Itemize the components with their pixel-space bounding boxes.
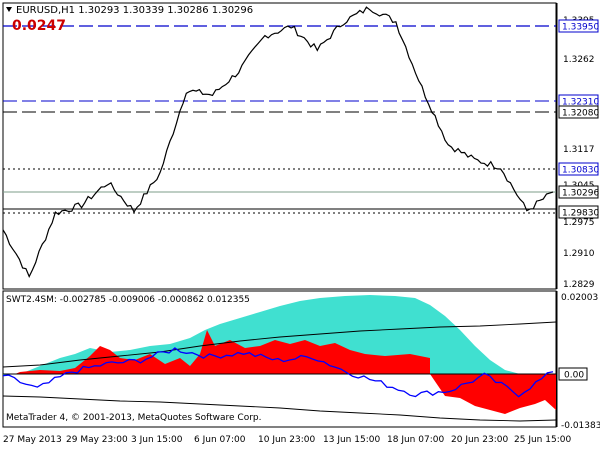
price-tick: 1.2829 bbox=[563, 280, 595, 290]
level-tag-text: 1.32080 bbox=[562, 109, 599, 119]
time-tick: 27 May 2013 bbox=[3, 435, 62, 445]
indicator-header: SWT2.4SM: -0.002785 -0.009006 -0.000862 … bbox=[6, 295, 250, 305]
level-tag-1-2983 bbox=[558, 205, 599, 219]
indicator-zero-tag bbox=[558, 367, 588, 381]
time-axis: 27 May 2013 29 May 23:00 3 Jun 15:00 6 J… bbox=[3, 435, 571, 445]
price-tick: 1.2975 bbox=[563, 218, 595, 228]
level-tag-1-3395 bbox=[558, 19, 599, 33]
symbol-header: EURUSD,H1 1.30293 1.30339 1.30286 1.3029… bbox=[16, 5, 253, 16]
price-tick: 1.2910 bbox=[563, 249, 595, 259]
price-series-line bbox=[2, 6, 554, 278]
time-tick: 18 Jun 07:00 bbox=[387, 435, 444, 445]
level-tag-text: 1.29830 bbox=[562, 209, 599, 219]
indicator-axis-min: -0.01383 bbox=[561, 421, 600, 431]
time-tick: 29 May 23:00 bbox=[66, 435, 128, 445]
indicator-axis-max: 0.02003 bbox=[561, 293, 598, 303]
indicator-negative-area bbox=[15, 330, 556, 414]
current-price-tag bbox=[558, 185, 599, 199]
time-tick: 20 Jun 23:00 bbox=[451, 435, 508, 445]
current-price-tag-text: 1.30296 bbox=[562, 189, 599, 199]
copyright-text: MetaTrader 4, © 2001-2013, MetaQuotes So… bbox=[6, 413, 262, 423]
indicator-panel[interactable]: SWT2.4SM: -0.002785 -0.009006 -0.000862 … bbox=[2, 290, 557, 428]
level-tag-text: 1.33950 bbox=[562, 23, 599, 33]
chart-menu-triangle-icon[interactable] bbox=[6, 7, 12, 12]
price-tick: 1.3117 bbox=[563, 145, 595, 155]
price-tick: 1.3262 bbox=[563, 55, 595, 65]
time-tick: 6 Jun 07:00 bbox=[194, 435, 246, 445]
indicator-upper-envelope bbox=[2, 321, 557, 368]
price-panel[interactable]: EURUSD,H1 1.30293 1.30339 1.30286 1.3029… bbox=[2, 2, 557, 290]
time-tick: 13 Jun 15:00 bbox=[323, 435, 380, 445]
time-tick: 25 Jun 15:00 bbox=[514, 435, 571, 445]
indicator-axis: 0.02003 0.00 -0.01383 bbox=[556, 291, 600, 431]
time-tick: 10 Jun 23:00 bbox=[258, 435, 315, 445]
level-tag-text: 1.32310 bbox=[562, 98, 599, 108]
indicator-axis-zero: 0.00 bbox=[564, 371, 584, 381]
indicator-lower-envelope bbox=[2, 395, 557, 422]
indicator-signal-line bbox=[2, 347, 554, 398]
value-badge: 0.0247 bbox=[12, 18, 66, 34]
level-tag-text: 1.30830 bbox=[562, 166, 599, 176]
level-tag-1-3083 bbox=[558, 162, 599, 176]
level-tag-1-3208 bbox=[558, 105, 599, 119]
price-axis: 1.3395 1.33950 1.3262 1.32310 1.32080 1.… bbox=[556, 3, 599, 290]
time-tick: 3 Jun 15:00 bbox=[131, 435, 183, 445]
